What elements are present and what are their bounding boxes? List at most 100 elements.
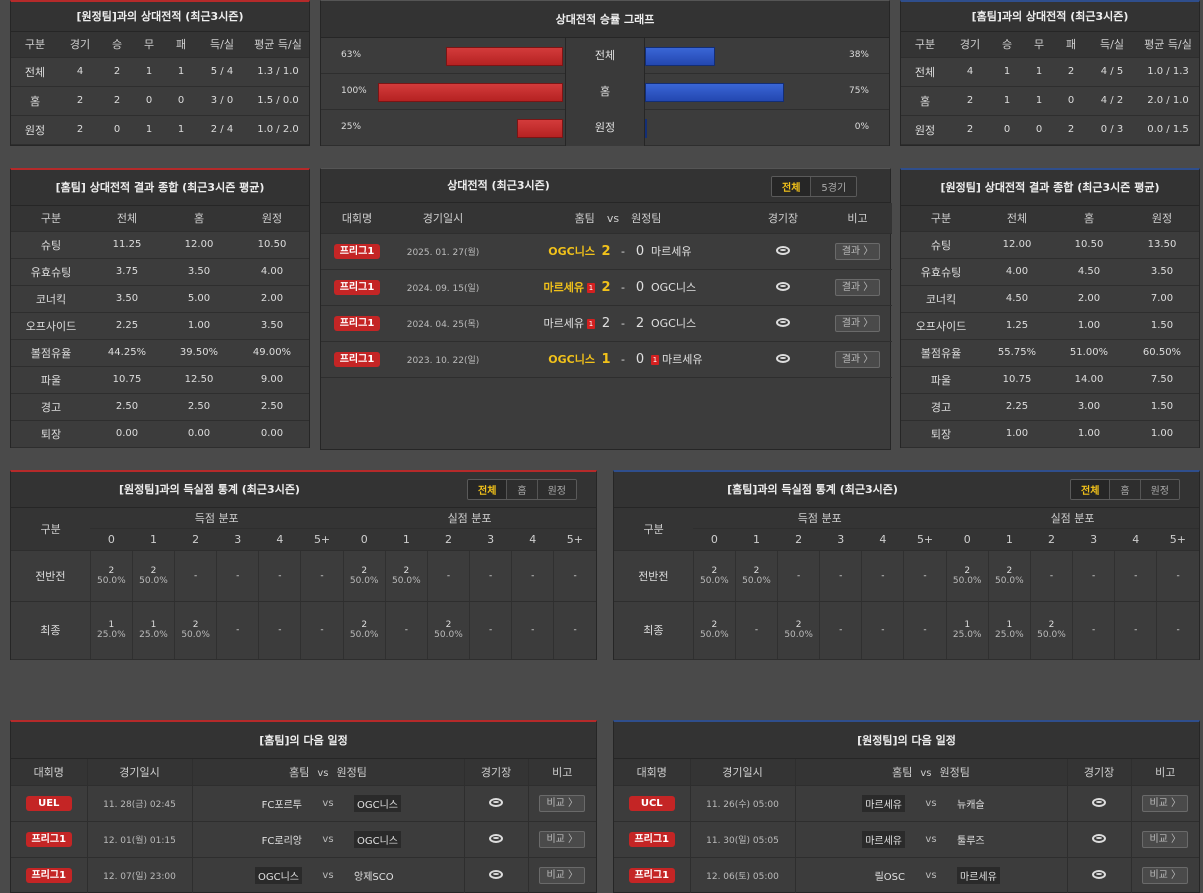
venue-cell: [1067, 857, 1132, 893]
distribution-cell: -: [735, 601, 779, 660]
tab-last5[interactable]: 5경기: [810, 177, 857, 196]
away-team-name: 앙제SCO: [354, 871, 394, 883]
competition-badge: UCL: [628, 795, 675, 811]
stat-value: 2.00: [1053, 285, 1125, 313]
stat-value: 2: [1055, 57, 1087, 87]
percent-value: 50.0%: [700, 630, 729, 640]
vs-cell: vs: [302, 785, 354, 822]
column-header: 경기일시: [690, 759, 796, 786]
stat-value: 1.00: [1125, 420, 1199, 448]
compare-button[interactable]: 비교 〉: [1142, 866, 1189, 884]
stat-value: 0.0 / 1.5: [1137, 115, 1199, 145]
stadium-icon[interactable]: [1092, 869, 1107, 879]
schedule-row: 프리그1 11. 30(일) 05:05 마르세유 vs 툴루즈 비교 〉: [614, 821, 1200, 858]
stat-value: 1.5 / 0.0: [247, 86, 309, 116]
tab-home[interactable]: 홈: [1109, 480, 1140, 499]
result-button[interactable]: 결과 〉: [834, 350, 881, 368]
stadium-icon[interactable]: [489, 833, 504, 843]
comp-cell: 프리그1: [614, 821, 691, 858]
count-value: -: [1176, 570, 1180, 581]
count-value: -: [1049, 570, 1054, 581]
compare-button[interactable]: 비교 〉: [1142, 794, 1189, 812]
away-header: 원정팀: [336, 765, 367, 779]
home-team-cell: FC포르투: [192, 785, 302, 822]
distribution-cell: -: [903, 601, 947, 660]
note-cell: 비교 〉: [528, 857, 597, 893]
away-team-name: 마르세유: [662, 353, 703, 366]
vs-cell: vs: [905, 857, 957, 893]
stadium-icon[interactable]: [489, 869, 504, 879]
stat-value: 3 / 0: [197, 86, 247, 116]
stat-value: 1: [991, 57, 1023, 87]
count-value: -: [446, 570, 451, 581]
column-header: 홈: [1053, 206, 1125, 232]
stadium-icon[interactable]: [776, 317, 790, 327]
stadium-icon[interactable]: [776, 353, 790, 363]
row-label: 퇴장: [901, 420, 981, 448]
percent-value: 50.0%: [784, 630, 813, 640]
stadium-icon[interactable]: [776, 281, 790, 291]
tab-all[interactable]: 전체: [1071, 480, 1110, 499]
row-label: 전체: [901, 57, 949, 87]
stat-value: 2: [59, 86, 101, 116]
stat-value: 0 / 3: [1087, 115, 1137, 145]
match-row: 프리그1 2023. 10. 22(일) OGC니스 1-0 1 마르세유 결과 〉: [321, 341, 892, 378]
tab-all[interactable]: 전체: [468, 480, 507, 499]
percent-value: 50.0%: [995, 575, 1024, 586]
table-row: 전체 4 2 1 1 5 / 4 1.3 / 1.0: [11, 57, 309, 87]
away-team-cell: OGC니스: [354, 785, 465, 822]
stat-value: 13.50: [1125, 231, 1199, 259]
vs-cell: vs: [302, 857, 354, 893]
result-button[interactable]: 결과 〉: [834, 242, 881, 260]
result-button[interactable]: 결과 〉: [834, 278, 881, 296]
column-header: 홈팀 vs 원정팀: [493, 203, 743, 234]
tab-all[interactable]: 전체: [772, 177, 811, 196]
stadium-icon[interactable]: [1092, 797, 1107, 807]
tab-away[interactable]: 원정: [1139, 480, 1180, 499]
tab-home[interactable]: 홈: [506, 480, 537, 499]
goal-count-header: 3: [1072, 528, 1115, 551]
compare-button[interactable]: 비교 〉: [1142, 830, 1189, 848]
distribution-cell: 2 50.0%: [735, 550, 779, 602]
count-value: 2: [795, 620, 802, 630]
stadium-icon[interactable]: [776, 245, 790, 255]
home-team-cell: OGC니스: [493, 341, 595, 378]
note-cell: 결과 〉: [823, 233, 892, 270]
column-header: 승: [991, 32, 1023, 58]
away-team-cell: 마르세유: [651, 233, 743, 270]
table-row: 원정 2 0 0 2 0 / 3 0.0 / 1.5: [901, 115, 1199, 145]
stadium-icon[interactable]: [1092, 833, 1107, 843]
stat-value: 2: [101, 86, 133, 116]
row-label: 전반전: [614, 550, 694, 602]
distribution-cell: -: [553, 601, 596, 660]
count-value: -: [839, 570, 843, 581]
compare-button[interactable]: 비교 〉: [539, 866, 586, 884]
home-score: 1: [595, 341, 617, 378]
home-header: 홈팀: [289, 765, 310, 779]
match-date: 12. 01(월) 01:15: [87, 821, 193, 858]
panel-title: [홈팀]과의 상대전적 (최근3시즌): [901, 2, 1199, 32]
table-row: 볼점유율 44.25% 39.50% 49.00%: [11, 339, 309, 367]
graph-row: 63% 전체 38%: [321, 38, 889, 74]
stat-value: 2.50: [91, 393, 163, 421]
row-label: 전체: [11, 57, 59, 87]
stadium-icon[interactable]: [489, 797, 504, 807]
compare-button[interactable]: 비교 〉: [539, 830, 586, 848]
home-team-cell: OGC니스: [493, 233, 595, 270]
count-value: -: [881, 570, 885, 581]
home-header: 홈팀: [574, 211, 595, 225]
count-value: -: [573, 625, 577, 635]
tab-away[interactable]: 원정: [536, 480, 577, 499]
note-cell: 비교 〉: [1131, 821, 1200, 858]
goals-away-table: 구분 득점 분포 실점 분포 0 1 2 3 4 5+ 0 1 2 3 4 5+ 전반전 2 50.0% 2 50.0…: [11, 508, 596, 660]
compare-button[interactable]: 비교 〉: [539, 794, 586, 812]
result-button[interactable]: 결과 〉: [834, 314, 881, 332]
competition-badge: UEL: [25, 795, 72, 811]
winrate-graph-panel: 상대전적 승률 그래프 63% 전체 38% 100% 홈 75% 25% 원정 0%: [320, 0, 890, 146]
distribution-cell: -: [1114, 550, 1158, 602]
panel-title: [원정팀]과의 상대전적 (최근3시즌): [11, 2, 309, 32]
stat-value: 3.50: [1125, 258, 1199, 286]
match-date: 11. 26(수) 05:00: [690, 785, 796, 822]
note-cell: 결과 〉: [823, 341, 892, 378]
home-team-cell: 릴OSC: [795, 857, 905, 893]
